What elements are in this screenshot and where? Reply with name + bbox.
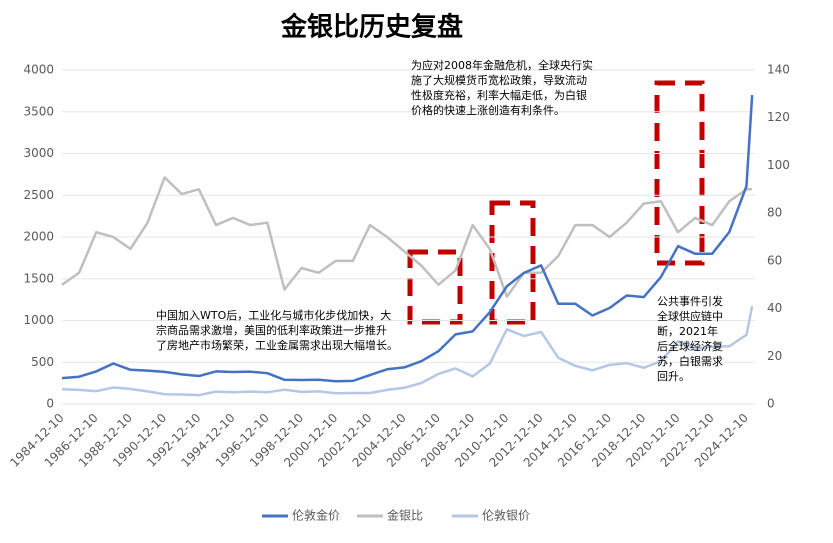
annotation: 为应对2008年金融危机，全球央行实 (411, 58, 593, 72)
y2-tick-label: 20 (767, 349, 782, 363)
y2-tick-label: 100 (767, 158, 790, 172)
y-tick-label: 500 (31, 355, 54, 369)
series-line (61, 305, 754, 397)
legend-label: 金银比 (387, 508, 423, 523)
y-tick-label: 1500 (23, 271, 54, 285)
y2-tick-label: 120 (767, 110, 790, 124)
legend-label: 伦敦银价 (482, 508, 530, 523)
y2-tick-label: 60 (767, 253, 782, 267)
highlight-box (654, 80, 705, 266)
y2-tick-label: 140 (767, 63, 790, 77)
series-line (61, 94, 754, 383)
legend-label: 伦敦金价 (292, 508, 340, 523)
annotation: 宗商品需求激增，美国的低利率政策进一步推升 (156, 323, 387, 337)
y-tick-label: 4000 (23, 63, 54, 77)
annotation: 价格的快速上涨创造有利条件。 (411, 103, 565, 117)
y-tick-label: 2500 (23, 188, 54, 202)
highlight-boxes (407, 80, 705, 325)
annotation: 施了大规模货币宽松政策，导致流动 (411, 73, 587, 87)
annotation: 苏，白银需求 (657, 354, 723, 368)
y2-tick-label: 0 (767, 397, 775, 411)
annotation: 中国加入WTO后，工业化与城市化步伐加快，大 (156, 308, 391, 322)
highlight-box (407, 249, 463, 325)
annotation: 后全球经济复 (657, 339, 723, 353)
annotation: 回升。 (657, 370, 690, 383)
annotation: 性极度充裕，利率大幅走低，为白银 (411, 88, 587, 102)
highlight-box (489, 200, 536, 325)
chart-title: 金银比历史复盘 (280, 12, 463, 43)
series-line (61, 176, 753, 298)
y2-tick-label: 40 (767, 301, 782, 315)
annotation: 了房地产市场繁荣，工业金属需求出现大幅增长。 (156, 338, 398, 352)
y2-tick-label: 80 (767, 206, 782, 220)
annotation: 全球供应链中 (657, 309, 723, 323)
annotation: 断，2021年 (657, 324, 718, 338)
y-tick-label: 1000 (23, 313, 54, 327)
annotation: 公共事件引发 (657, 294, 723, 308)
y-tick-label: 3500 (23, 104, 54, 118)
y-tick-label: 0 (46, 397, 54, 411)
y-tick-label: 3000 (23, 146, 54, 160)
y-tick-label: 2000 (23, 230, 54, 244)
